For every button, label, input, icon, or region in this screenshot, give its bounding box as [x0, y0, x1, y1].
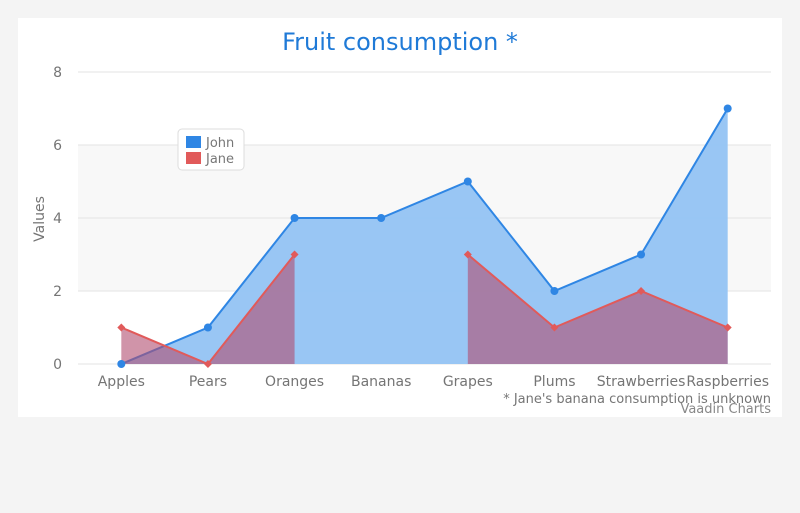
chart-title: Fruit consumption * [282, 28, 518, 56]
point-jane[interactable] [550, 323, 559, 332]
y-tick-label: 4 [53, 211, 62, 227]
line-john[interactable] [120, 107, 729, 365]
series-layer [117, 104, 732, 368]
legend[interactable]: John Jane [177, 128, 245, 171]
x-tick-label: Apples [98, 374, 145, 390]
axes: 0 2 4 6 8 Apples Pears Oranges Bananas Grapes Plum… [53, 65, 769, 390]
legend-swatch-john [186, 136, 201, 148]
area-jane [121, 254, 295, 364]
point-john[interactable] [203, 323, 212, 332]
point-john[interactable] [550, 287, 559, 295]
x-tick-label: Oranges [265, 374, 324, 390]
y-axis-label: Values [32, 196, 48, 242]
point-jane[interactable] [723, 323, 732, 332]
line-jane[interactable] [467, 253, 729, 329]
legend-label-john[interactable]: John [205, 136, 234, 151]
point-jane[interactable] [203, 360, 212, 368]
x-tick-label: Grapes [443, 374, 493, 390]
point-jane[interactable] [117, 323, 126, 332]
point-john[interactable] [723, 104, 732, 113]
x-tick-label: Pears [189, 374, 227, 390]
point-john[interactable] [463, 177, 472, 186]
legend-label-jane[interactable]: Jane [205, 152, 234, 167]
x-tick-label: Plums [533, 374, 575, 390]
point-john[interactable] [117, 360, 126, 368]
point-john[interactable] [290, 214, 299, 222]
x-tick-label: Raspberries [686, 374, 769, 390]
y-tick-label: 8 [53, 65, 62, 81]
chart-annotation: * Jane's banana consumption is unknown [503, 392, 771, 407]
y-tick-label: 0 [53, 357, 62, 373]
credits-label[interactable]: Vaadin Charts [680, 402, 771, 417]
point-john[interactable] [377, 214, 386, 222]
point-jane[interactable] [637, 287, 646, 295]
point-john[interactable] [637, 250, 646, 259]
y-tick-label: 6 [53, 138, 62, 154]
y-tick-label: 2 [53, 284, 62, 300]
x-tick-label: Strawberries [597, 374, 686, 390]
legend-swatch-jane [186, 152, 201, 164]
x-tick-label: Bananas [351, 374, 411, 390]
point-jane[interactable] [463, 250, 472, 259]
point-jane[interactable] [290, 250, 299, 259]
